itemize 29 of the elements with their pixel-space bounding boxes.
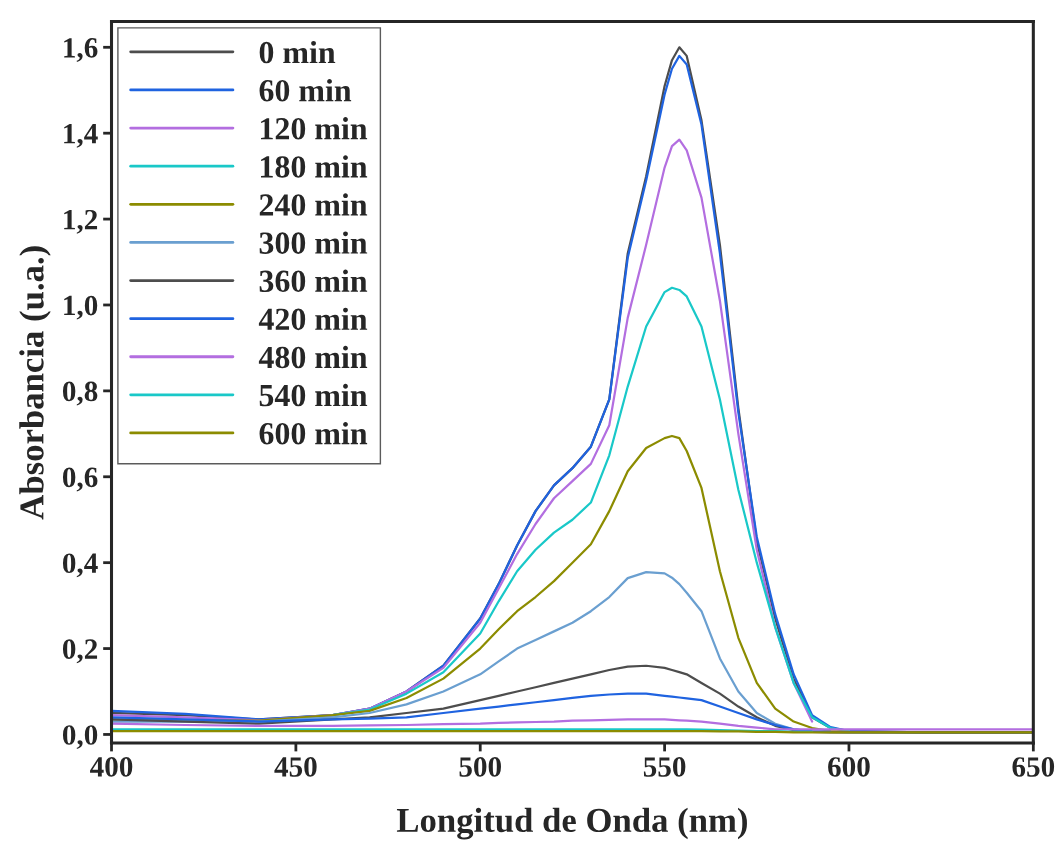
legend-label: 420 min: [258, 307, 368, 331]
y-tick-label: 1,4: [64, 124, 98, 148]
legend-label: 360 min: [259, 269, 368, 293]
legend-label: 0 min: [259, 40, 336, 64]
legend-label: 540 min: [259, 383, 368, 407]
legend-label: 300 min: [259, 231, 368, 254]
y-tick-label: 0,8: [62, 381, 98, 406]
y-tick-label: 0,0: [62, 725, 98, 750]
legend-label: 240 min: [259, 193, 368, 216]
y-tick-label: 1,0: [64, 295, 98, 320]
legend-label: 180 min: [261, 155, 368, 178]
y-tick-label: 0,2: [62, 639, 98, 664]
y-tick-label: 0,6: [62, 467, 98, 492]
y-tick-label: 1,6: [64, 38, 98, 62]
line-series: [111, 138, 814, 723]
x-tick-label: 650: [1012, 757, 1055, 777]
x-tick-label: 550: [643, 757, 686, 777]
y-tick-label: 0,4: [62, 553, 98, 578]
legend-label: 480 min: [258, 345, 368, 369]
legend-label: 120 min: [261, 117, 368, 140]
legend-label: 60 min: [259, 79, 352, 102]
x-axis-title: Longitud de Onda (nm): [396, 807, 747, 840]
y-tick-label: 1,2: [64, 209, 98, 234]
x-tick-label: 400: [90, 757, 133, 777]
x-tick-label: 450: [274, 757, 317, 777]
legend-label: 600 min: [259, 421, 368, 445]
y-axis-title: Absorbancia (u.a.): [19, 246, 51, 520]
x-tick-label: 500: [459, 757, 501, 777]
x-tick-label: 600: [828, 757, 870, 777]
